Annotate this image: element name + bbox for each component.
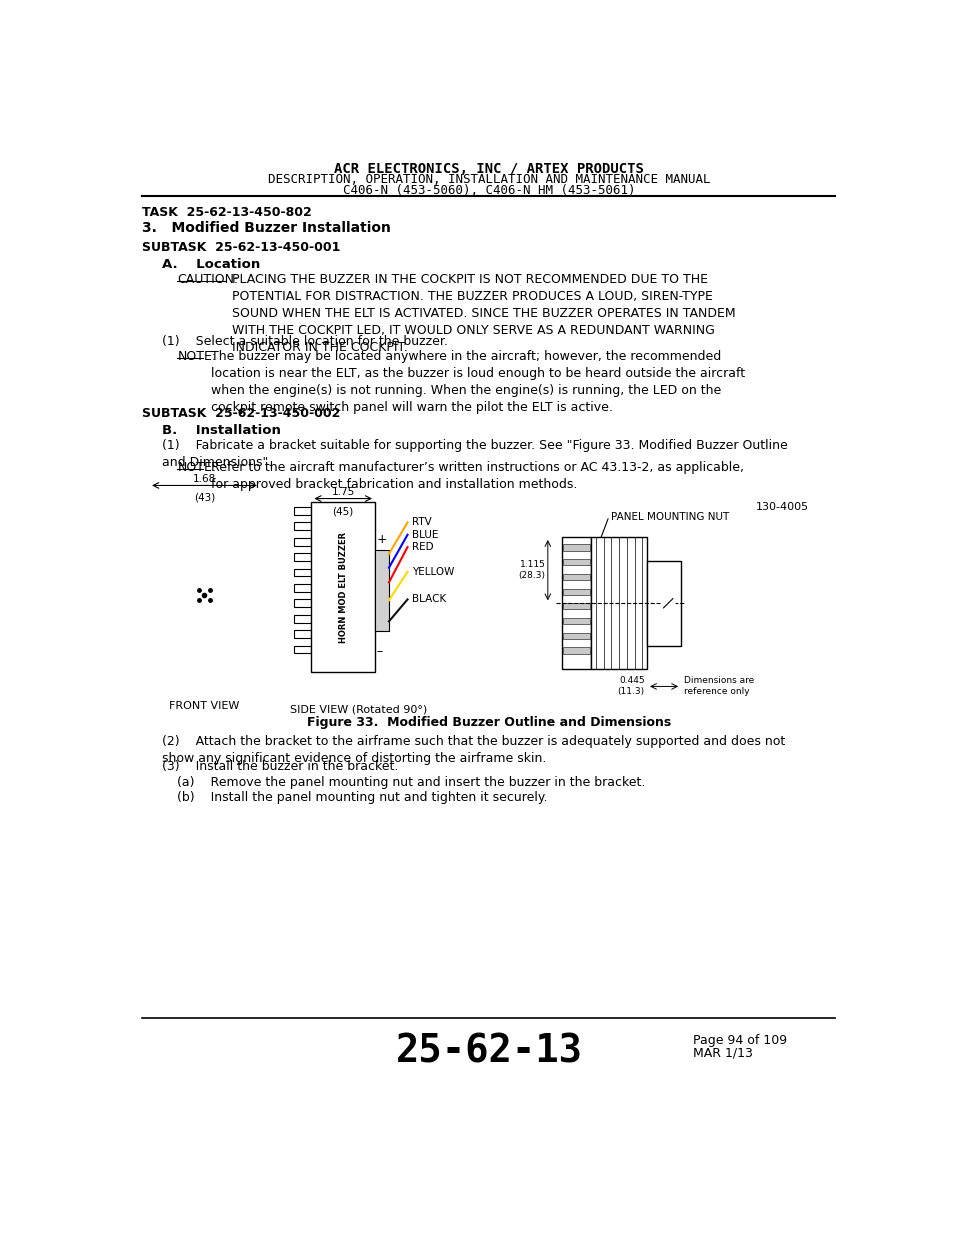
Text: 1.115
(28.3): 1.115 (28.3)	[518, 561, 545, 580]
Text: BLACK: BLACK	[412, 594, 446, 604]
Text: C406-N (453-5060), C406-N HM (453-5061): C406-N (453-5060), C406-N HM (453-5061)	[342, 184, 635, 196]
Text: Refer to the aircraft manufacturer’s written instructions or AC 43.13-2, as appl: Refer to the aircraft manufacturer’s wri…	[211, 461, 743, 490]
Text: (43): (43)	[193, 493, 214, 503]
Text: The buzzer may be located anywhere in the aircraft; however, the recommended
loc: The buzzer may be located anywhere in th…	[211, 350, 744, 414]
Bar	[294, 599, 311, 608]
Bar	[294, 646, 311, 653]
Text: (a)    Remove the panel mounting nut and insert the buzzer in the bracket.: (a) Remove the panel mounting nut and in…	[177, 776, 645, 789]
Bar	[562, 574, 589, 580]
Text: SUBTASK  25-62-13-450-002: SUBTASK 25-62-13-450-002	[142, 406, 340, 420]
Text: 0.445
(11.3): 0.445 (11.3)	[617, 677, 644, 697]
Text: (2)    Attach the bracket to the airframe such that the buzzer is adequately sup: (2) Attach the bracket to the airframe s…	[162, 735, 784, 764]
Bar	[294, 522, 311, 530]
Text: BLUE: BLUE	[412, 530, 438, 540]
Text: (b)    Install the panel mounting nut and tighten it securely.: (b) Install the panel mounting nut and t…	[177, 792, 547, 804]
Text: ACR ELECTRONICS, INC / ARTEX PRODUCTS: ACR ELECTRONICS, INC / ARTEX PRODUCTS	[334, 162, 643, 177]
Text: 25-62-13: 25-62-13	[395, 1032, 582, 1071]
Bar	[294, 584, 311, 592]
Text: RTV: RTV	[412, 517, 432, 527]
Text: YELLOW: YELLOW	[412, 567, 454, 577]
Text: (1)    Fabricate a bracket suitable for supporting the buzzer. See "Figure 33. M: (1) Fabricate a bracket suitable for sup…	[162, 440, 787, 469]
Text: SUBTASK  25-62-13-450-001: SUBTASK 25-62-13-450-001	[142, 241, 340, 253]
Text: Figure 33.  Modified Buzzer Outline and Dimensions: Figure 33. Modified Buzzer Outline and D…	[307, 716, 670, 730]
Text: +: +	[376, 534, 387, 546]
Text: RED: RED	[412, 542, 434, 552]
Bar	[561, 537, 591, 669]
Bar	[591, 537, 646, 669]
Text: 1.68: 1.68	[193, 474, 216, 484]
Text: MAR 1/13: MAR 1/13	[692, 1046, 752, 1060]
Bar	[562, 618, 589, 624]
Text: NOTE:: NOTE:	[177, 461, 216, 474]
Text: A.    Location: A. Location	[162, 258, 260, 270]
Bar	[294, 568, 311, 577]
Text: NOTE:: NOTE:	[177, 350, 216, 363]
Bar	[562, 559, 589, 566]
Text: Page 94 of 109: Page 94 of 109	[692, 1034, 786, 1047]
Bar	[294, 630, 311, 638]
Bar	[375, 550, 389, 631]
Text: FRONT VIEW: FRONT VIEW	[169, 701, 239, 711]
Text: B.    Installation: B. Installation	[162, 424, 280, 437]
Bar	[562, 632, 589, 638]
Bar	[646, 561, 680, 646]
Text: (1)    Select a suitable location for the buzzer.: (1) Select a suitable location for the b…	[162, 335, 447, 347]
Text: PLACING THE BUZZER IN THE COCKPIT IS NOT RECOMMENDED DUE TO THE
POTENTIAL FOR DI: PLACING THE BUZZER IN THE COCKPIT IS NOT…	[232, 273, 735, 354]
Text: SIDE VIEW (Rotated 90°): SIDE VIEW (Rotated 90°)	[290, 704, 427, 714]
Bar	[562, 545, 589, 551]
Text: (45): (45)	[333, 506, 354, 516]
Text: HORN MOD ELT BUZZER: HORN MOD ELT BUZZER	[338, 531, 347, 642]
Bar	[294, 615, 311, 622]
Bar	[294, 553, 311, 561]
Text: (3)    Install the buzzer in the bracket.: (3) Install the buzzer in the bracket.	[162, 761, 397, 773]
Bar	[294, 508, 311, 515]
Bar	[294, 537, 311, 546]
Bar	[562, 603, 589, 609]
Text: PANEL MOUNTING NUT: PANEL MOUNTING NUT	[611, 511, 729, 521]
Text: 1.75: 1.75	[332, 487, 355, 496]
Circle shape	[660, 597, 675, 610]
Text: 130-4005: 130-4005	[756, 503, 808, 513]
Text: CAUTION:: CAUTION:	[177, 273, 238, 287]
Bar	[562, 589, 589, 595]
Text: –: –	[376, 645, 382, 658]
Bar	[311, 503, 375, 672]
Text: Dimensions are
reference only: Dimensions are reference only	[683, 677, 754, 697]
Text: 3.   Modified Buzzer Installation: 3. Modified Buzzer Installation	[142, 221, 391, 236]
Text: TASK  25-62-13-450-802: TASK 25-62-13-450-802	[142, 206, 312, 219]
Bar	[562, 647, 589, 653]
Text: DESCRIPTION, OPERATION, INSTALLATION AND MAINTENANCE MANUAL: DESCRIPTION, OPERATION, INSTALLATION AND…	[268, 173, 709, 185]
